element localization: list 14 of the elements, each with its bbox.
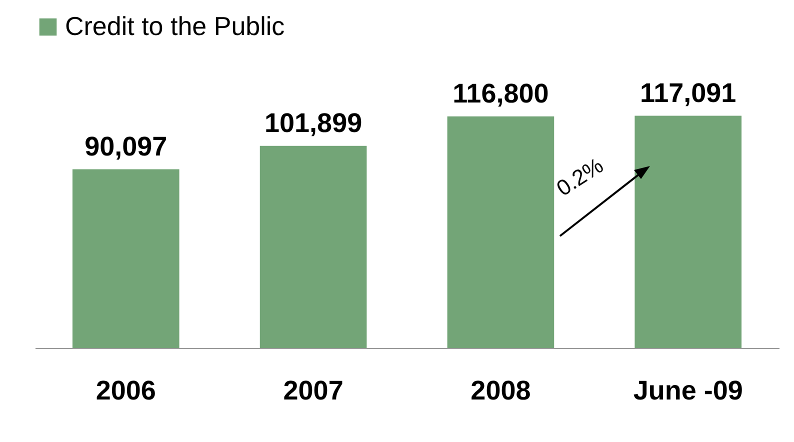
x-tick-label: 2006 [96, 376, 156, 406]
bar [447, 116, 554, 348]
data-label: 116,800 [452, 78, 549, 108]
legend-label: Credit to the Public [65, 11, 285, 41]
x-tick-label: June -09 [633, 376, 743, 406]
annotation: 0.2% [552, 152, 608, 202]
data-label: 90,097 [84, 131, 168, 162]
x-tick-label: 2007 [283, 376, 344, 406]
x-tick-label: 2008 [470, 376, 531, 406]
data-label: 101,899 [264, 108, 362, 138]
bar [72, 169, 180, 348]
data-label: 117,091 [640, 78, 736, 108]
bar [260, 146, 367, 348]
bar [634, 116, 742, 348]
